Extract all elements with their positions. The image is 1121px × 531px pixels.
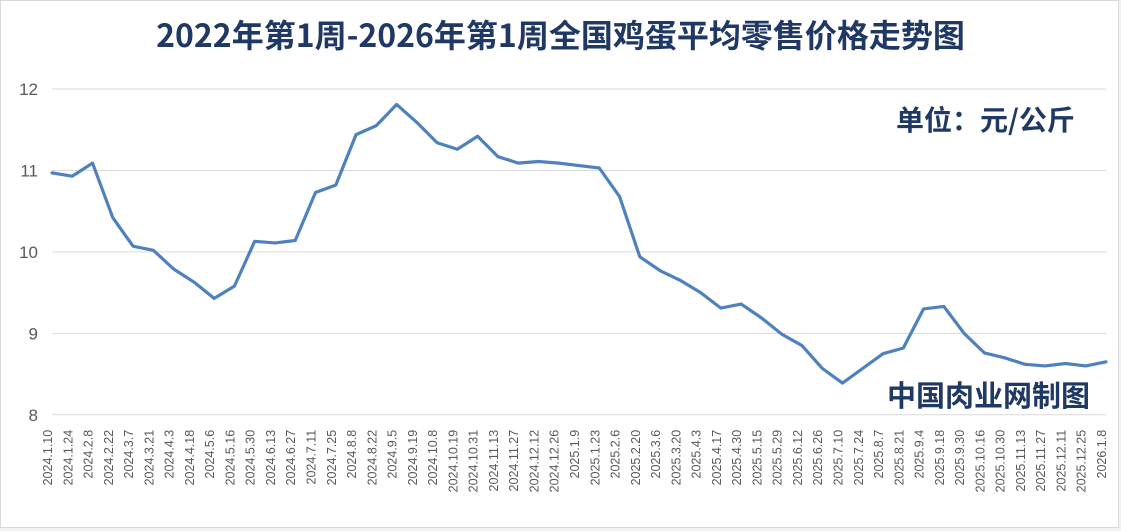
svg-text:2024.5.6: 2024.5.6 [203,430,217,479]
svg-text:2025.4.30: 2025.4.30 [730,430,744,486]
svg-text:9: 9 [29,324,38,343]
svg-text:2025.6.26: 2025.6.26 [811,430,825,486]
svg-text:2024.12.26: 2024.12.26 [548,430,562,493]
svg-text:2024.8.22: 2024.8.22 [365,430,379,486]
svg-text:2025.4.17: 2025.4.17 [710,430,724,486]
svg-text:2025.8.21: 2025.8.21 [892,430,906,486]
svg-text:2026.1.8: 2026.1.8 [1095,430,1109,479]
svg-text:2024.1.24: 2024.1.24 [61,430,75,486]
svg-text:2024.2.8: 2024.2.8 [82,430,96,479]
svg-text:2025.9.4: 2025.9.4 [913,430,927,479]
svg-text:2024.9.19: 2024.9.19 [406,430,420,486]
svg-text:2024.5.16: 2024.5.16 [223,430,237,486]
svg-text:2025.7.24: 2025.7.24 [852,430,866,486]
svg-text:2024.12.12: 2024.12.12 [527,430,541,493]
svg-text:2025.2.6: 2025.2.6 [609,430,623,479]
svg-text:单位：元/公斤: 单位：元/公斤 [896,99,1075,139]
svg-text:2025.11.27: 2025.11.27 [1034,430,1048,492]
svg-text:2025.9.18: 2025.9.18 [933,430,947,486]
svg-text:8: 8 [29,406,38,425]
svg-text:2024.11.13: 2024.11.13 [487,430,501,492]
svg-text:11: 11 [20,161,38,180]
svg-text:2024.3.21: 2024.3.21 [142,430,156,486]
svg-text:2025.12.25: 2025.12.25 [1075,430,1089,493]
svg-text:2024.4.18: 2024.4.18 [183,430,197,486]
svg-text:2024.10.8: 2024.10.8 [426,430,440,486]
svg-text:2025.4.3: 2025.4.3 [690,430,704,479]
svg-text:中国肉业网制图: 中国肉业网制图 [887,373,1090,415]
svg-text:2025.7.10: 2025.7.10 [832,430,846,486]
svg-text:2025.10.30: 2025.10.30 [994,430,1008,493]
svg-text:2025.1.23: 2025.1.23 [588,430,602,486]
svg-text:2025.3.6: 2025.3.6 [649,430,663,479]
svg-text:2024.2.22: 2024.2.22 [102,430,116,486]
svg-text:2025.1.9: 2025.1.9 [568,430,582,479]
svg-text:2025.9.30: 2025.9.30 [953,430,967,486]
svg-text:2024.10.19: 2024.10.19 [446,430,460,493]
svg-text:2024.8.8: 2024.8.8 [345,430,359,479]
svg-text:2024.4.3: 2024.4.3 [163,430,177,479]
svg-text:2025.5.29: 2025.5.29 [771,430,785,486]
svg-text:2024.3.7: 2024.3.7 [122,430,136,479]
svg-text:2024.10.31: 2024.10.31 [467,430,481,493]
svg-text:12: 12 [19,80,38,99]
svg-text:2024.1.10: 2024.1.10 [41,430,55,486]
svg-text:2025.8.7: 2025.8.7 [872,430,886,479]
svg-text:2025.6.12: 2025.6.12 [791,430,805,486]
svg-text:2025.10.16: 2025.10.16 [973,430,987,493]
svg-text:2024.9.5: 2024.9.5 [386,430,400,479]
svg-text:2024.7.11: 2024.7.11 [305,430,319,485]
svg-text:2024.7.25: 2024.7.25 [325,430,339,486]
svg-text:2025.11.13: 2025.11.13 [1014,430,1028,492]
svg-text:2024.5.30: 2024.5.30 [244,430,258,486]
svg-text:2024.6.27: 2024.6.27 [284,430,298,486]
svg-text:2024.6.13: 2024.6.13 [264,430,278,486]
svg-text:2025.12.11: 2025.12.11 [1054,430,1068,492]
svg-text:2025.2.20: 2025.2.20 [629,430,643,486]
svg-text:2025.5.15: 2025.5.15 [750,430,764,486]
svg-text:10: 10 [19,243,38,262]
svg-text:2024.11.27: 2024.11.27 [507,430,521,492]
svg-text:2025.3.20: 2025.3.20 [669,430,683,486]
